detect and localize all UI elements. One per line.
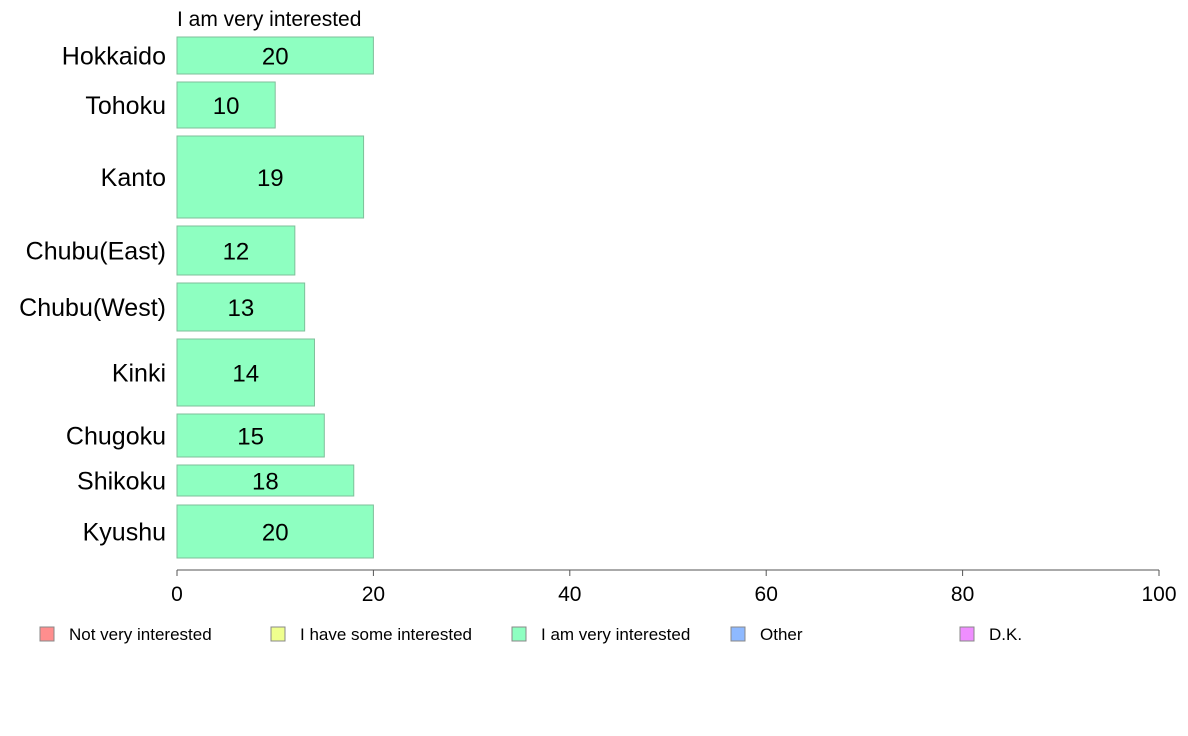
data-label: 18	[252, 469, 279, 496]
legend-swatch	[39, 626, 55, 642]
bar-hokkaido	[176, 36, 374, 75]
legend-label: I am very interested	[541, 625, 690, 644]
data-label: 14	[232, 361, 259, 388]
legend-label: Other	[760, 625, 803, 644]
bar-tohoku	[176, 81, 276, 129]
category-label: Kyushu	[83, 519, 166, 547]
data-label: 19	[257, 165, 284, 192]
legend: Not very interested I have some intereste…	[39, 625, 1022, 644]
category-label: Kinki	[112, 360, 166, 388]
x-tick-label: 80	[951, 583, 974, 606]
bar-chugoku	[176, 413, 325, 458]
legend-label: Not very interested	[69, 625, 212, 644]
bar-kyushu	[176, 504, 374, 559]
legend-swatch	[270, 626, 286, 642]
legend-swatch	[730, 626, 746, 642]
bar-kinki	[176, 338, 315, 407]
x-tick-label: 60	[755, 583, 778, 606]
category-label: Chubu(West)	[19, 294, 166, 322]
category-label: Chubu(East)	[26, 238, 166, 266]
x-axis: 0 20 40 60 80 100	[171, 569, 1177, 606]
chart-title: I am very interested	[177, 8, 361, 31]
x-tick-label: 100	[1141, 583, 1176, 606]
data-label: 20	[262, 520, 289, 547]
legend-label: I have some interested	[300, 625, 472, 644]
data-label: 15	[237, 424, 264, 451]
bar-chubu-west	[176, 282, 306, 332]
category-label: Tohoku	[85, 92, 166, 120]
category-label: Chugoku	[66, 423, 166, 451]
data-label: 10	[213, 93, 240, 120]
legend-label: D.K.	[989, 625, 1022, 644]
data-label: 20	[262, 44, 289, 71]
legend-swatch	[511, 626, 527, 642]
data-label: 13	[227, 295, 254, 322]
x-tick-label: 20	[362, 583, 385, 606]
bars-group: Hokkaido 20 Tohoku 10 Kanto 19 Chubu(East) 12 Ch…	[19, 36, 374, 559]
bar-kanto	[176, 135, 365, 219]
bar-chubu-east	[176, 225, 296, 276]
x-tick-label: 0	[171, 583, 183, 606]
category-label: Hokkaido	[62, 43, 166, 71]
category-label: Shikoku	[77, 468, 166, 496]
legend-swatch	[959, 626, 975, 642]
category-label: Kanto	[101, 164, 166, 192]
data-label: 12	[223, 239, 250, 266]
bar-shikoku	[176, 464, 355, 497]
x-tick-label: 40	[558, 583, 581, 606]
